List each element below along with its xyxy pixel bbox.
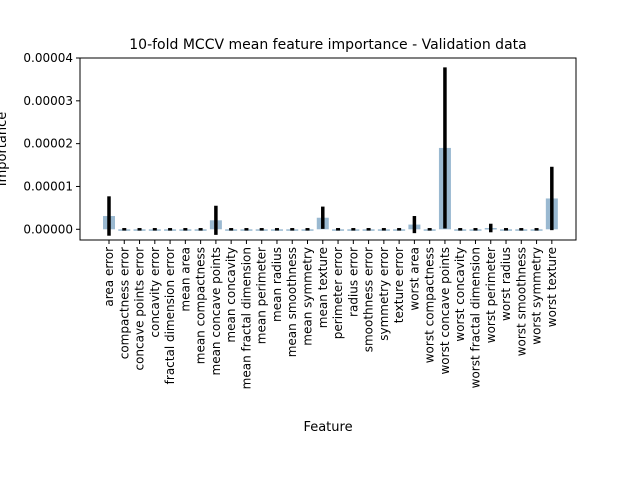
x-axis-label: Feature [303, 420, 352, 435]
plot-frame [79, 57, 577, 241]
y-tick-label: 0.00000 [23, 222, 73, 236]
plot-area: 0.00000 0.00001 0.00002 0.00003 0.00004 area … [23, 51, 558, 389]
x-tick-label: mean radius [270, 247, 284, 322]
x-tick-label: worst symmetry [530, 247, 544, 345]
x-tick-label: mean smoothness [285, 247, 299, 357]
y-tick-label: 0.00004 [23, 51, 73, 65]
x-tick-label: concave points error [133, 247, 147, 371]
x-tick-label: area error [102, 247, 116, 307]
y-tick-label: 0.00002 [23, 137, 73, 151]
chart-title: 10-fold MCCV mean feature importance - V… [129, 37, 526, 53]
x-tick-label: mean perimeter [255, 247, 269, 344]
x-tick-label: smoothness error [362, 247, 376, 352]
x-tick-label: compactness error [117, 247, 131, 359]
x-tick-label: worst texture [545, 247, 559, 327]
x-tick-label: texture error [392, 247, 406, 323]
x-tick-label: symmetry error [377, 247, 391, 341]
x-tick-label: mean fractal dimension [239, 247, 253, 389]
x-tick-label: mean symmetry [301, 247, 315, 346]
y-axis-label: Importance [0, 112, 10, 187]
x-tick-label: radius error [346, 247, 360, 317]
x-tick-label: worst concavity [453, 247, 467, 342]
x-tick-label: mean texture [316, 247, 330, 328]
x-tick-label: mean concave points [209, 247, 223, 376]
x-tick-label: fractal dimension error [163, 247, 177, 384]
x-tick-label: worst concave points [438, 247, 452, 375]
x-tick-label: mean area [178, 247, 192, 312]
y-tick-label: 0.00003 [23, 94, 73, 108]
y-tick-label: 0.00001 [23, 179, 73, 193]
x-tick-label: worst radius [499, 247, 513, 321]
x-tick-label: mean compactness [194, 247, 208, 364]
x-tick-label: worst area [407, 247, 421, 311]
x-tick-label: worst perimeter [484, 247, 498, 343]
x-tick-label: mean concavity [224, 247, 238, 343]
x-tick-label: perimeter error [331, 247, 345, 339]
x-tick-label: worst smoothness [514, 247, 528, 356]
x-tick-label: worst fractal dimension [468, 247, 482, 388]
x-tick-label: worst compactness [423, 247, 437, 363]
x-tick-label: concavity error [148, 247, 162, 338]
